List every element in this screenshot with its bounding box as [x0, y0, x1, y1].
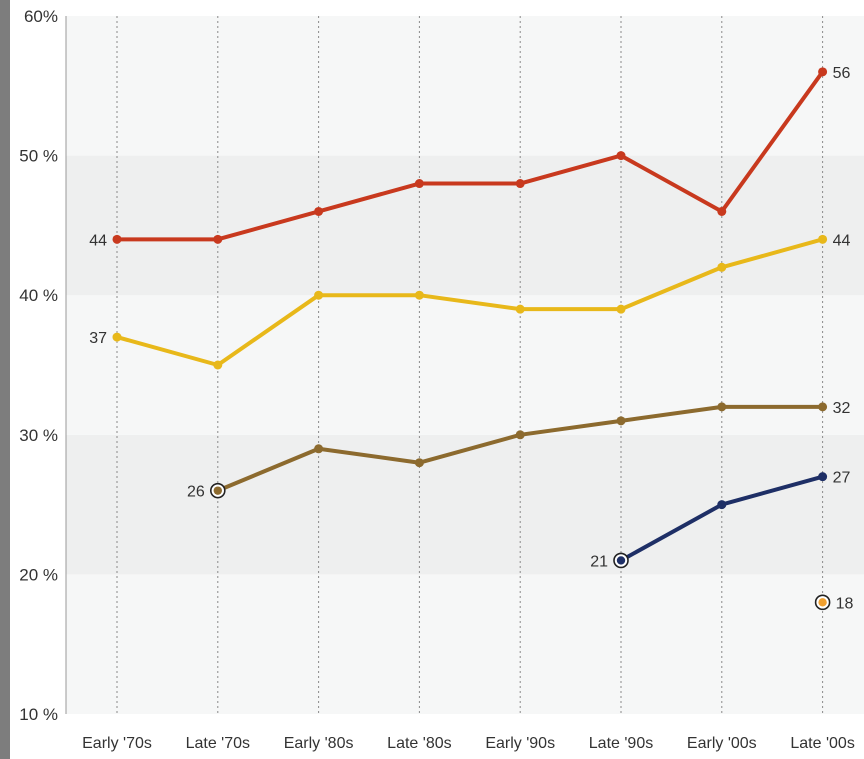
- data-point: [314, 444, 324, 454]
- background-band: [66, 16, 864, 156]
- data-point: [213, 486, 222, 495]
- data-point: [112, 234, 122, 244]
- data-point: [616, 151, 626, 161]
- data-point: [414, 290, 424, 300]
- data-label: 27: [833, 470, 851, 487]
- y-axis-tick-labels: 60% 50 % 40 % 30 % 20 % 10 %: [19, 7, 58, 724]
- data-point: [616, 556, 626, 565]
- x-tick-label: Early '70s: [82, 735, 152, 752]
- data-point: [112, 332, 122, 342]
- data-label: 56: [833, 65, 851, 82]
- y-tick-label: 60%: [24, 7, 58, 26]
- background-band: [66, 574, 864, 714]
- data-point: [717, 500, 727, 510]
- data-point: [213, 234, 223, 244]
- data-point: [818, 234, 828, 244]
- data-point: [818, 67, 828, 77]
- series-layer: [112, 67, 831, 611]
- data-label: 44: [89, 232, 107, 249]
- data-point: [515, 304, 525, 314]
- background-bands: [66, 16, 864, 714]
- x-axis-tick-labels: Early '70s Late '70s Early '80s Late '80s Ea…: [82, 735, 855, 752]
- data-point: [818, 472, 828, 482]
- x-tick-label: Late '90s: [589, 735, 653, 752]
- background-band: [66, 295, 864, 435]
- series-3: [210, 402, 828, 499]
- data-point: [515, 430, 525, 440]
- x-tick-label: Late '80s: [387, 735, 451, 752]
- data-point: [818, 402, 828, 412]
- data-label: 18: [836, 595, 854, 612]
- data-point: [717, 402, 727, 412]
- data-point: [818, 598, 827, 607]
- x-tick-label: Early '90s: [485, 735, 555, 752]
- background-band: [66, 434, 864, 575]
- data-point: [213, 360, 223, 370]
- series-line: [115, 69, 825, 242]
- left-edge-bar: [0, 0, 10, 759]
- data-label: 21: [590, 553, 608, 570]
- data-point: [717, 206, 727, 216]
- series-4: [613, 472, 828, 569]
- x-tick-label: Late '00s: [790, 735, 854, 752]
- data-label: 37: [89, 330, 107, 347]
- background-band: [66, 155, 864, 296]
- data-point: [414, 179, 424, 189]
- series-line: [115, 237, 825, 367]
- data-point: [314, 290, 324, 300]
- y-tick-label: 40 %: [19, 286, 58, 305]
- data-label: 32: [833, 400, 851, 417]
- data-point: [717, 262, 727, 272]
- series-2: [112, 234, 828, 370]
- data-label: 44: [833, 232, 851, 249]
- series-1: [112, 67, 828, 244]
- data-label-layer: 44 56 37 44 26 32 21 27 18: [89, 65, 853, 612]
- series-5: [814, 594, 831, 611]
- data-point: [515, 179, 525, 189]
- data-point: [616, 416, 626, 426]
- x-tick-label: Early '00s: [687, 735, 757, 752]
- data-label: 26: [187, 484, 205, 501]
- y-tick-label: 10 %: [19, 705, 58, 724]
- x-tick-label: Late '70s: [186, 735, 250, 752]
- data-point: [616, 304, 626, 314]
- data-point: [414, 458, 424, 468]
- data-point: [314, 206, 324, 216]
- y-tick-label: 30 %: [19, 426, 58, 445]
- y-tick-label: 20 %: [19, 565, 58, 584]
- x-tick-label: Early '80s: [284, 735, 354, 752]
- y-tick-label: 50 %: [19, 147, 58, 166]
